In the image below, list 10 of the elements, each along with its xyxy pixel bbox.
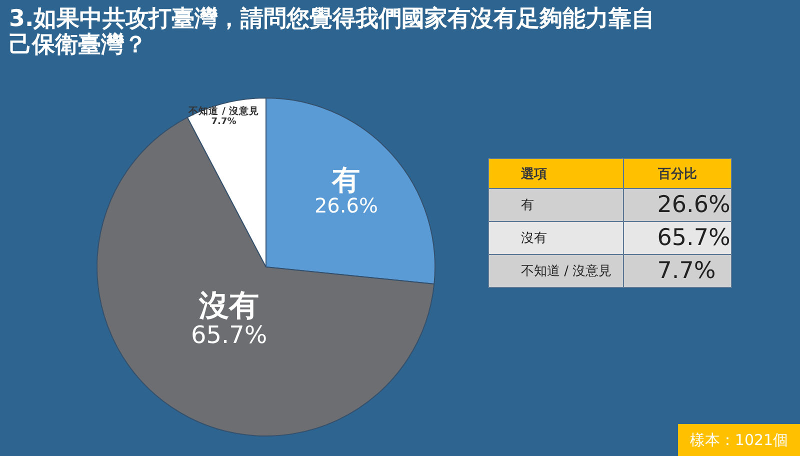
text: 選項 <box>521 166 547 182</box>
annotation: 樣本：1021個 <box>678 424 800 456</box>
text: 26.6% <box>657 192 730 218</box>
text: 7.7% <box>657 258 716 284</box>
slice-label: 有 <box>521 198 534 213</box>
title: 3.如果中共攻打臺灣，請問您覺得我們國家有沒有足夠能力靠自己保衛臺灣？ <box>9 6 656 58</box>
text: 65.7% <box>657 225 730 251</box>
category-label: 不知道 / 沒意見 <box>521 264 612 279</box>
category-label: 沒有 <box>521 231 547 246</box>
text: 百分比 <box>658 166 698 182</box>
